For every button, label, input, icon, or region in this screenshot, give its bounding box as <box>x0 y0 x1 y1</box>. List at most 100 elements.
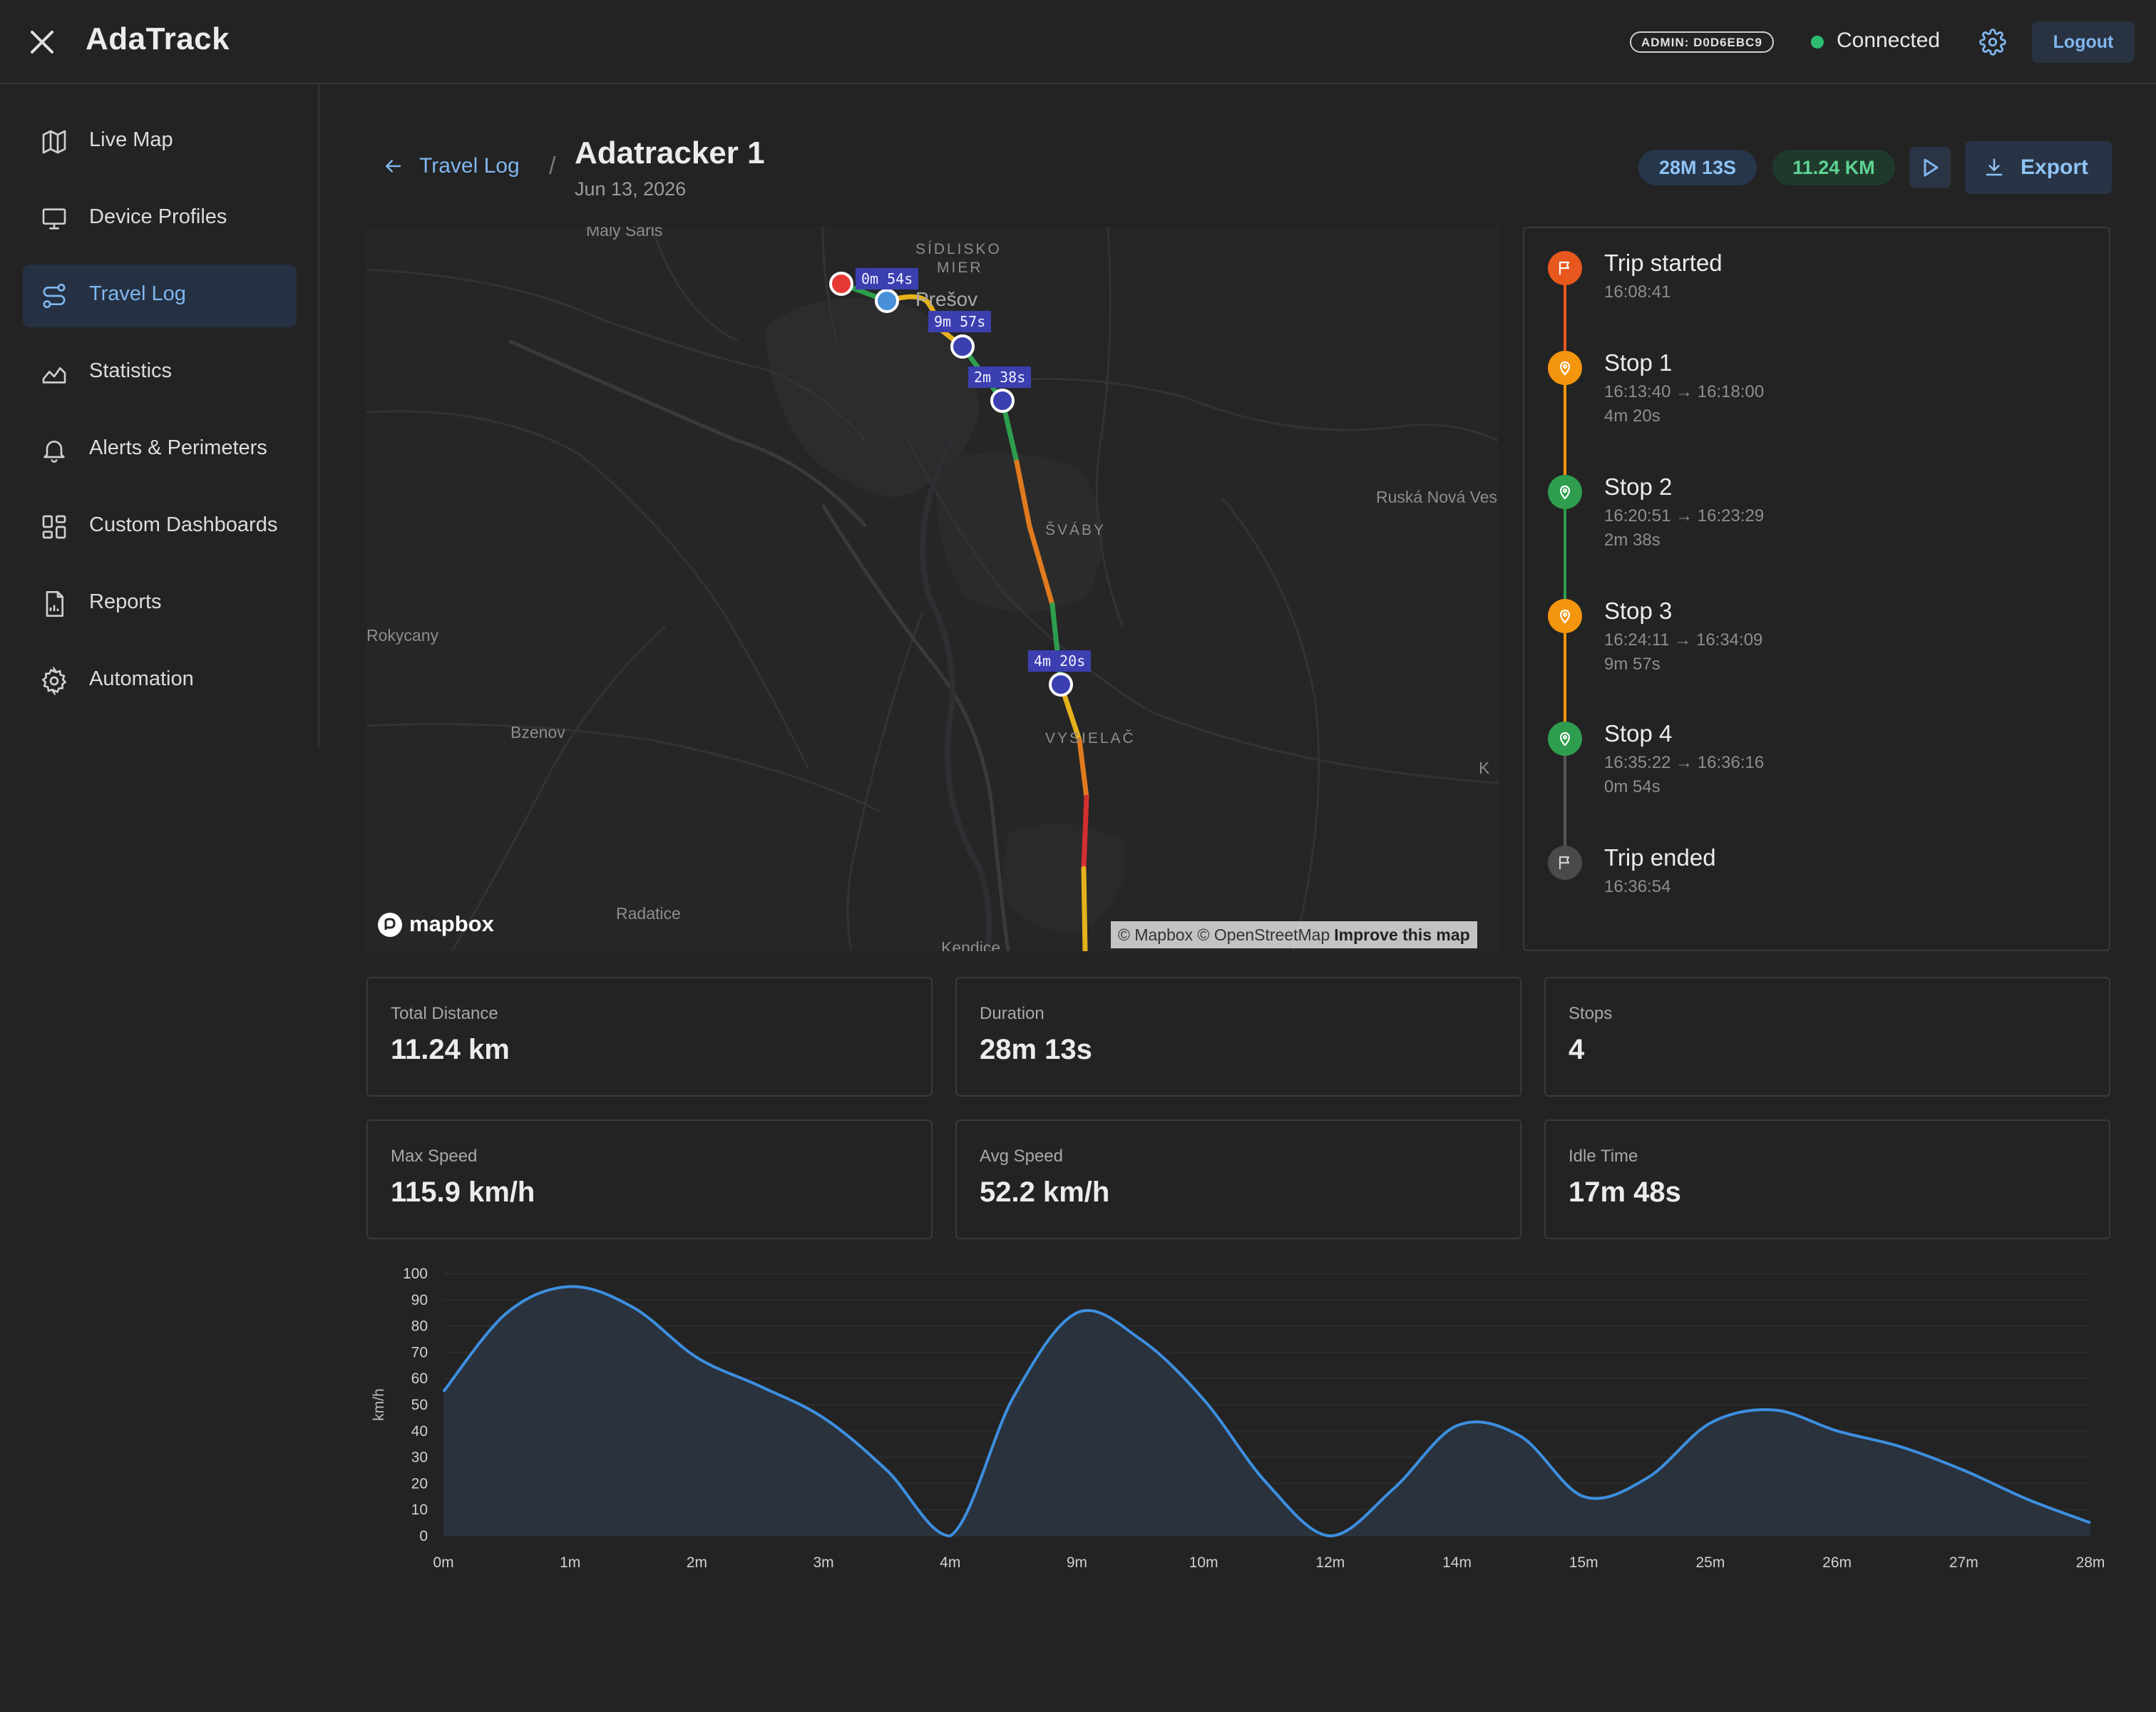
y-tick-label: 80 <box>411 1318 428 1335</box>
sidebar-item-label: Custom Dashboards <box>89 513 278 536</box>
stat-label: Max Speed <box>391 1147 478 1166</box>
map-label: Prešov <box>915 288 978 310</box>
trip-date: Jun 13, 2026 <box>575 178 687 200</box>
timeline-event-time: 16:08:41 <box>1604 282 1671 302</box>
timeline-event-title: Trip ended <box>1604 844 1716 871</box>
play-button[interactable] <box>1909 147 1951 188</box>
sidebar-item-reports[interactable]: Reports <box>23 573 297 635</box>
stat-value: 52.2 km/h <box>980 1177 1110 1208</box>
timeline-dot[interactable] <box>1548 475 1582 509</box>
connection-status-label: Connected <box>1837 29 1941 52</box>
timeline-event-duration: 2m 38s <box>1604 530 1660 550</box>
play-icon <box>1924 158 1939 177</box>
improve-map-link[interactable]: Improve this map <box>1334 926 1470 944</box>
timeline-connector <box>1564 271 1566 371</box>
stat-card-total-distance: Total Distance 11.24 km <box>366 977 933 1097</box>
sidebar-item-statistics[interactable]: Statistics <box>23 342 297 404</box>
sidebar-item-label: Automation <box>89 667 194 690</box>
stop-marker[interactable] <box>990 389 1015 413</box>
timeline-dot[interactable] <box>1548 351 1582 385</box>
x-tick-label: 28m <box>2076 1554 2105 1571</box>
timeline-event-time: 16:36:54 <box>1604 877 1671 896</box>
x-tick-label: 9m <box>1067 1554 1087 1571</box>
stop-duration-tag[interactable]: 2m 38s <box>968 367 1032 388</box>
timeline-connector <box>1564 742 1566 866</box>
timeline-dot[interactable] <box>1548 722 1582 756</box>
y-axis-label: km/h <box>371 1388 387 1421</box>
timeline-event-duration: 9m 57s <box>1604 655 1660 674</box>
timeline-connector <box>1564 371 1566 495</box>
download-icon <box>1986 158 2003 176</box>
timeline-dot <box>1548 846 1582 880</box>
distance-badge: 11.24 KM <box>1772 150 1895 185</box>
stat-card-stops: Stops 4 <box>1544 977 2110 1097</box>
sidebar-item-label: Device Profiles <box>89 205 227 228</box>
logout-button[interactable]: Logout <box>2032 21 2135 63</box>
timeline-event-title: Stop 1 <box>1604 349 1673 376</box>
stop-marker[interactable] <box>950 334 975 359</box>
map-label: VYSIELAČ <box>1045 730 1136 747</box>
location-pin-icon <box>1559 609 1571 624</box>
y-tick-label: 50 <box>411 1397 428 1413</box>
stat-value: 28m 13s <box>980 1034 1092 1065</box>
map-attribution: © Mapbox © OpenStreetMap Improve this map <box>1111 921 1477 948</box>
map-label: Ruská Nová Ves <box>1376 488 1498 506</box>
sidebar-item-live-map[interactable]: Live Map <box>23 111 297 173</box>
dashboard-icon <box>42 515 66 539</box>
sidebar-item-alerts[interactable]: Alerts & Perimeters <box>23 419 297 481</box>
stop-marker[interactable] <box>875 289 899 313</box>
x-tick-label: 12m <box>1315 1554 1345 1571</box>
arrow-left-icon <box>386 160 401 173</box>
page-title: Adatracker 1 <box>575 135 765 170</box>
stat-label: Stops <box>1569 1004 1613 1023</box>
map-label: Malý Šariš <box>586 227 663 240</box>
timeline-event-title: Stop 2 <box>1604 473 1673 500</box>
stop-marker[interactable] <box>1049 672 1073 697</box>
trip-start-marker[interactable] <box>829 272 853 296</box>
sidebar-item-label: Alerts & Perimeters <box>89 436 267 459</box>
stat-label: Idle Time <box>1569 1147 1638 1166</box>
stat-label: Duration <box>980 1004 1044 1023</box>
back-link-label: Travel Log <box>419 154 520 178</box>
trip-timeline: Trip started 16:08:41 Stop 1 16:13:40 → … <box>1523 227 2110 951</box>
timeline-event-title: Stop 4 <box>1604 720 1673 747</box>
stat-card-avg-speed: Avg Speed 52.2 km/h <box>955 1119 1521 1239</box>
sidebar-item-device-profiles[interactable]: Device Profiles <box>23 188 297 250</box>
x-tick-label: 3m <box>813 1554 833 1571</box>
sidebar-item-travel-log[interactable]: Travel Log <box>23 265 297 327</box>
area-chart-icon <box>42 367 66 384</box>
trip-map[interactable]: Malý Šariš SÍDLISKO MIER Prešov ŠVÁBY Ru… <box>366 227 1499 951</box>
map-canvas <box>366 227 1499 951</box>
stat-value: 115.9 km/h <box>391 1177 535 1208</box>
x-tick-label: 0m <box>433 1554 453 1571</box>
app-title: AdaTrack <box>86 21 230 56</box>
stat-value: 17m 48s <box>1569 1177 1681 1208</box>
stop-duration-tag[interactable]: 9m 57s <box>928 311 992 332</box>
y-tick-label: 20 <box>411 1475 428 1492</box>
timeline-event-time: 16:24:11 → 16:34:09 <box>1604 630 1763 650</box>
stop-duration-tag[interactable]: 0m 54s <box>856 268 919 289</box>
y-tick-label: 40 <box>411 1423 428 1440</box>
gear-icon <box>41 667 67 695</box>
sidebar-item-label: Travel Log <box>89 282 186 305</box>
x-tick-label: 14m <box>1442 1554 1472 1571</box>
sidebar-item-custom-dashboards[interactable]: Custom Dashboards <box>23 496 297 558</box>
speed-chart: 0 10 20 30 40 50 60 70 80 90 100 km/h 0m 1m 2m 3m 4m 9m 10… <box>371 1266 2105 1571</box>
map-label: Rokycany <box>366 626 438 645</box>
sidebar-item-automation[interactable]: Automation <box>23 650 297 712</box>
settings-button[interactable] <box>1979 29 2006 56</box>
stop-duration-tag[interactable]: 4m 20s <box>1028 650 1092 672</box>
flag-icon <box>1559 261 1570 275</box>
close-button[interactable] <box>26 26 58 58</box>
x-tick-label: 2m <box>687 1554 707 1571</box>
map-label: K <box>1479 759 1490 777</box>
timeline-dot[interactable] <box>1548 599 1582 633</box>
sidebar: Live Map Device Profiles Travel Log Stat… <box>0 84 319 747</box>
breadcrumb-separator: / <box>549 153 556 180</box>
x-tick-label: 10m <box>1189 1554 1218 1571</box>
export-label: Export <box>2021 155 2089 179</box>
export-button[interactable]: Export <box>1965 141 2112 194</box>
stat-label: Total Distance <box>391 1004 498 1023</box>
timeline-event-time: 16:20:51 → 16:23:29 <box>1604 506 1765 526</box>
location-pin-icon <box>1559 732 1571 747</box>
